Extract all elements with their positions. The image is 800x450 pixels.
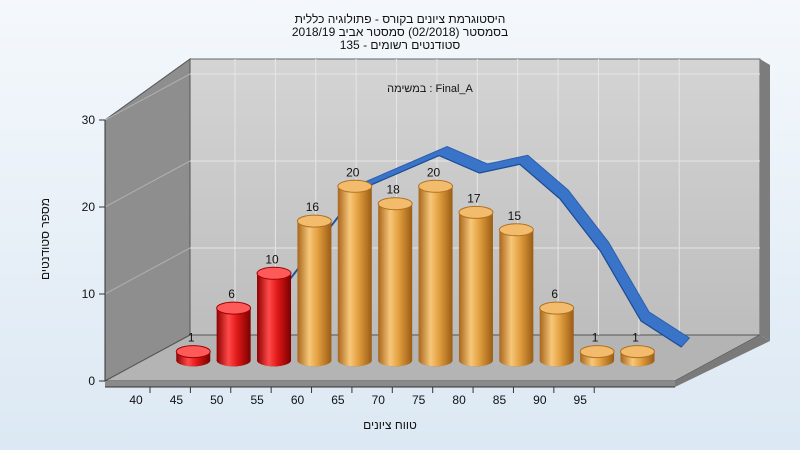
x-tick-label: 90 xyxy=(533,393,547,407)
bar-70-75: 20 xyxy=(418,165,454,367)
bar-body xyxy=(499,229,534,367)
side-wall xyxy=(104,58,191,382)
bar-95-100: 1 xyxy=(619,331,655,367)
bar-top xyxy=(539,301,575,315)
bar-top xyxy=(579,345,615,359)
data-label: 6 xyxy=(228,287,235,301)
bar-top xyxy=(256,266,292,280)
y-tick-label: 20 xyxy=(82,200,96,214)
data-label: 1 xyxy=(632,331,639,345)
x-tick-label: 70 xyxy=(372,393,386,407)
bar-body xyxy=(539,308,574,367)
x-tick-label: 55 xyxy=(250,393,264,407)
x-tick-label: 85 xyxy=(493,393,507,407)
bar-top xyxy=(458,205,494,219)
x-tick-label: 75 xyxy=(412,393,426,407)
bar-85-90: 6 xyxy=(539,287,575,367)
bar-45-50: 6 xyxy=(216,287,252,367)
data-label: 6 xyxy=(551,287,558,301)
grid-line-side xyxy=(104,73,191,121)
bar-top xyxy=(498,223,534,237)
bar-body xyxy=(458,212,493,367)
chart-subtitle: Final_A : במשימה xyxy=(387,83,473,95)
chart-title-line-1: היסטוגרמת ציונים בקורס - פתולוגיה כללית xyxy=(294,12,506,26)
data-label: 20 xyxy=(346,165,360,179)
bar-top xyxy=(337,179,373,193)
x-tick-label: 40 xyxy=(129,393,143,407)
bar-top xyxy=(377,197,413,211)
floor-edge xyxy=(105,381,675,387)
back-wall-edge xyxy=(760,59,770,341)
bar-top xyxy=(216,301,252,315)
grid-line-side xyxy=(104,247,191,295)
bar-top xyxy=(619,345,655,359)
data-label: 18 xyxy=(386,183,400,197)
data-label: 1 xyxy=(188,331,195,345)
bar-60-65: 20 xyxy=(337,165,373,367)
chart-title-line-2: בסמסטר (02/2018) סמסטר אביב 2018/19 xyxy=(291,25,509,39)
x-tick-label: 80 xyxy=(452,393,466,407)
x-tick-label: 65 xyxy=(331,393,345,407)
x-tick-label: 60 xyxy=(291,393,305,407)
y-tick-label: 0 xyxy=(88,374,95,388)
bar-body xyxy=(216,308,251,367)
y-tick-label: 30 xyxy=(82,113,96,127)
bar-65-70: 18 xyxy=(377,183,413,367)
data-label: 16 xyxy=(306,200,320,214)
data-label: 10 xyxy=(265,252,279,266)
y-axis-label: מספר סטודנטים xyxy=(38,197,52,280)
bar-top xyxy=(296,214,332,228)
bar-50-55: 10 xyxy=(256,252,292,367)
grid-line-side xyxy=(104,160,191,208)
bar-75-80: 17 xyxy=(458,191,494,367)
bar-top xyxy=(418,179,454,193)
bar-top xyxy=(175,345,211,359)
bar-body xyxy=(297,221,332,367)
x-axis-label: טווח ציונים xyxy=(363,418,417,432)
bar-body xyxy=(257,273,292,367)
bar-55-60: 16 xyxy=(296,200,332,367)
bar-body xyxy=(378,203,413,367)
bar-body xyxy=(337,186,372,367)
data-label: 1 xyxy=(592,331,599,345)
bar-90-95: 1 xyxy=(579,331,615,367)
chart-title-line-3: סטודנטים רשומים - 135 xyxy=(339,38,461,52)
x-tick-label: 45 xyxy=(170,393,184,407)
x-tick-label: 95 xyxy=(574,393,588,407)
data-label: 20 xyxy=(427,165,441,179)
bar-body xyxy=(418,186,453,367)
y-tick-label: 10 xyxy=(82,287,96,301)
data-label: 17 xyxy=(467,191,481,205)
bar-80-85: 15 xyxy=(498,209,534,367)
bar-40-45: 1 xyxy=(175,331,211,367)
data-label: 15 xyxy=(508,209,522,223)
x-tick-label: 50 xyxy=(210,393,224,407)
floor-side-edge xyxy=(675,335,770,387)
